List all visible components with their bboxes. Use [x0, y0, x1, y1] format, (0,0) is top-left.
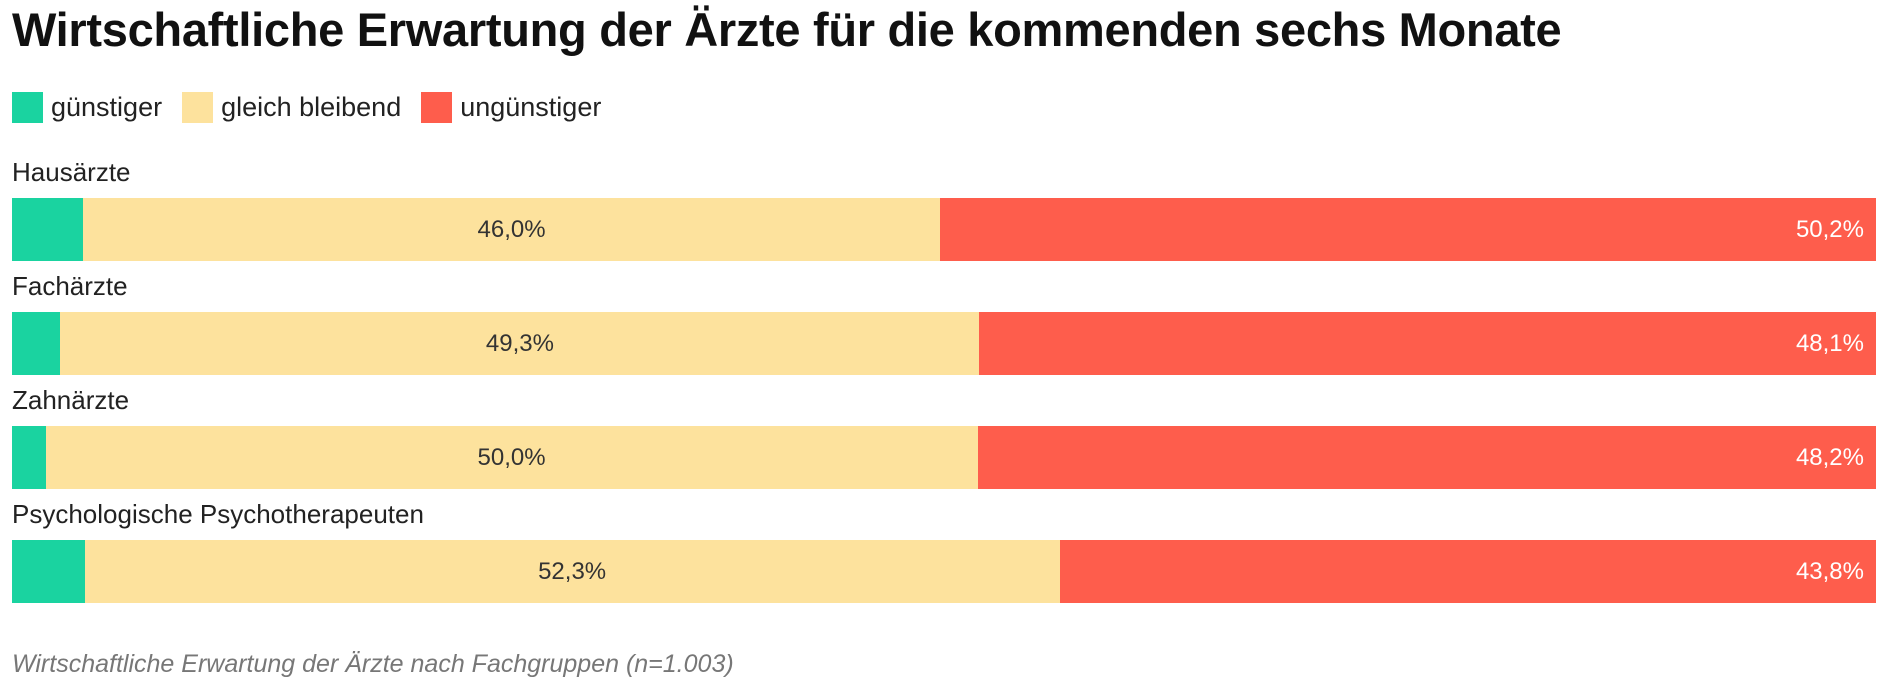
- data-label: 50,0%: [477, 443, 546, 471]
- legend-swatch: [182, 92, 214, 123]
- bar-segment: [84, 540, 1060, 603]
- bar-segment: [1059, 540, 1876, 603]
- category-label: Psychologische Psychotherapeuten: [12, 499, 424, 529]
- category-label: Fachärzte: [12, 271, 128, 301]
- stacked-bar: 50,0% 48,2%: [12, 426, 1876, 489]
- legend: günstiger gleich bleibend ungünstiger: [12, 92, 621, 123]
- bar-segment: [977, 426, 1876, 489]
- bar-segment: [12, 312, 61, 375]
- data-label: 43,8%: [1795, 557, 1864, 585]
- legend-item-guenstiger: günstiger: [12, 92, 162, 123]
- legend-label: gleich bleibend: [221, 92, 402, 122]
- data-label: 46,0%: [477, 215, 546, 243]
- bar-segment: [12, 540, 85, 603]
- data-label: 50,2%: [1795, 215, 1864, 243]
- legend-label: ungünstiger: [460, 92, 602, 122]
- category-label: Hausärzte: [12, 157, 131, 187]
- stacked-bar: 52,3% 43,8%: [12, 540, 1876, 603]
- bar-segment: [979, 312, 1876, 375]
- data-label: 52,3%: [538, 557, 607, 585]
- data-label: 49,3%: [485, 329, 554, 357]
- chart-title: Wirtschaftliche Erwartung der Ärzte für …: [12, 3, 1562, 56]
- bar-segment: [12, 426, 46, 489]
- legend-swatch: [421, 92, 453, 123]
- legend-swatch: [12, 92, 43, 123]
- bar-segment: [60, 312, 980, 375]
- bar-segment: [940, 198, 1876, 261]
- legend-item-unguenstiger: ungünstiger: [421, 92, 601, 123]
- chart-caption: Wirtschaftliche Erwartung der Ärzte nach…: [12, 650, 734, 678]
- data-label: 48,1%: [1795, 329, 1864, 357]
- bar-segment: [82, 198, 941, 261]
- bar-segment: [45, 426, 978, 489]
- legend-label: günstiger: [51, 92, 163, 122]
- bar-segment: [12, 198, 83, 261]
- stacked-bar: 49,3% 48,1%: [12, 312, 1876, 375]
- category-label: Zahnärzte: [12, 385, 130, 415]
- legend-item-gleich-bleibend: gleich bleibend: [182, 92, 401, 123]
- stacked-bar: 46,0% 50,2%: [12, 198, 1876, 261]
- data-label: 48,2%: [1795, 443, 1864, 471]
